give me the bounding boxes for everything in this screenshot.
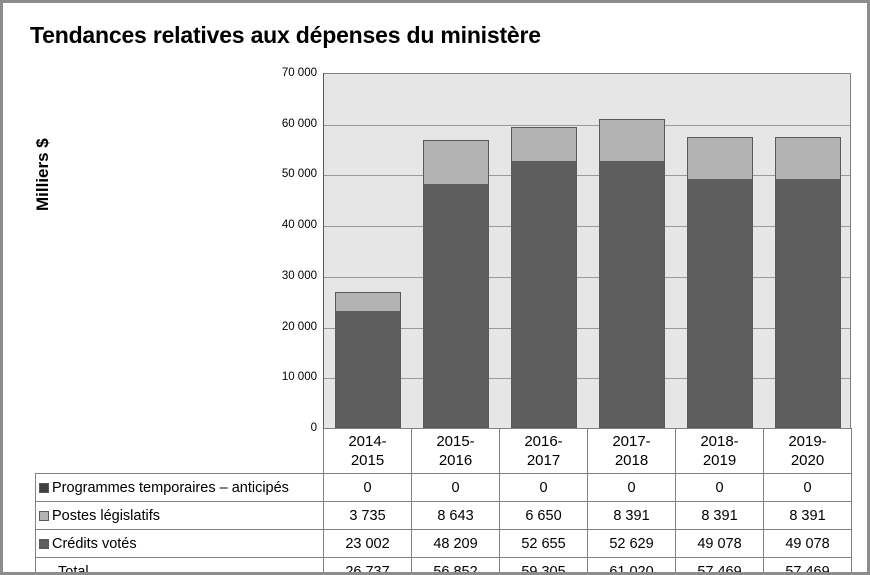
x-axis-category-label: 2018- 2019 — [675, 428, 764, 474]
x-axis-label-line1: 2015- — [436, 433, 475, 450]
table-row-postes-legislatifs: Postes législatifs 3 735 8 643 6 650 8 391 8 … — [35, 501, 852, 530]
y-axis-tick-label: 10 000 — [281, 371, 317, 384]
table-cell: 0 — [587, 473, 676, 502]
bar-segment-credits-votes — [775, 179, 841, 428]
bar-group — [599, 118, 665, 428]
table-cell: 61 020 — [587, 557, 676, 572]
table-cell: 26 737 — [323, 557, 412, 572]
table-cell: 48 209 — [411, 529, 500, 558]
x-axis-category-label: 2016- 2017 — [499, 428, 588, 474]
legend-swatch-credits-votes — [39, 538, 49, 549]
table-corner-cell — [35, 428, 324, 474]
x-axis-label-line1: 2016- — [524, 433, 563, 450]
table-cell: 3 735 — [323, 501, 412, 530]
x-axis-label-line1: 2017- — [612, 433, 651, 450]
y-axis-tick-label: 70 000 — [281, 67, 317, 79]
bar-segment-credits-votes — [511, 160, 577, 428]
y-axis-tick-label: 60 000 — [281, 117, 317, 130]
table-cell: 8 391 — [587, 501, 676, 530]
table-cell: 49 078 — [763, 529, 852, 558]
legend-label: Crédits votés — [52, 535, 137, 552]
table-row-programmes-temporaires: Programmes temporaires – anticipés 0 0 0 0 0 0 — [35, 473, 852, 502]
y-axis-tick-labels: 70 000 60 000 50 000 40 000 30 000 20 000 10 0… — [237, 67, 328, 434]
x-axis-label-line2: 2018 — [614, 452, 649, 469]
gridline — [324, 327, 850, 329]
x-axis-category-label: 2015- 2016 — [411, 428, 500, 474]
table-row-total: Total 26 737 56 852 59 305 61 020 57 469 57 46… — [35, 557, 852, 572]
bar-group — [687, 136, 753, 428]
bar-segment-postes-legislatifs — [687, 136, 753, 180]
bar-segment-credits-votes — [599, 161, 665, 428]
gridline — [324, 276, 850, 278]
table-row-label: Total — [35, 557, 324, 572]
y-axis-tick-label: 50 000 — [281, 168, 317, 181]
table-cell: 52 629 — [587, 529, 676, 558]
table-cell: 59 305 — [499, 557, 588, 572]
gridline — [324, 226, 850, 228]
table-cell: 57 469 — [763, 557, 852, 572]
table-row-credits-votes: Crédits votés 23 002 48 209 52 655 52 629 49 … — [35, 529, 852, 558]
table-cell: 23 002 — [323, 529, 412, 558]
table-cell: 8 391 — [763, 501, 852, 530]
x-axis-category-label: 2019- 2020 — [763, 428, 852, 474]
y-axis-line — [323, 73, 324, 429]
x-axis-label-line2: 2016 — [438, 452, 473, 469]
table-cell: 52 655 — [499, 529, 588, 558]
bar-segment-postes-legislatifs — [599, 118, 665, 162]
table-header-row: 2014- 2015 2015- 2016 2016- 2017 2017- 2018 2018… — [35, 428, 852, 474]
table-cell: 0 — [675, 473, 764, 502]
bar-group — [423, 139, 489, 428]
table-cell: 0 — [763, 473, 852, 502]
x-axis-category-label: 2017- 2018 — [587, 428, 676, 474]
x-axis-label-line2: 2020 — [790, 452, 825, 469]
gridline — [324, 124, 850, 126]
table-row-label: Programmes temporaires – anticipés — [35, 473, 324, 502]
x-axis-label-line2: 2017 — [526, 452, 561, 469]
bar-segment-postes-legislatifs — [775, 136, 841, 180]
bar-segment-credits-votes — [335, 311, 401, 428]
bar-segment-credits-votes — [423, 183, 489, 428]
bar-group — [335, 292, 401, 428]
table-cell: 56 852 — [411, 557, 500, 572]
gridline — [324, 175, 850, 177]
table-cell: 0 — [323, 473, 412, 502]
y-axis-tick-label: 40 000 — [281, 219, 317, 232]
table-cell: 6 650 — [499, 501, 588, 530]
bar-group — [775, 136, 841, 428]
table-row-label: Crédits votés — [35, 529, 324, 558]
table-cell: 0 — [499, 473, 588, 502]
table-row-label: Postes législatifs — [35, 501, 324, 530]
x-axis-label-line1: 2014- — [348, 433, 387, 450]
y-axis-tick-label: 20 000 — [281, 320, 317, 333]
x-axis-label-line2: 2019 — [702, 452, 737, 469]
table-cell: 57 469 — [675, 557, 764, 572]
bar-segment-credits-votes — [687, 179, 753, 428]
x-axis-label-line1: 2018- — [700, 433, 739, 450]
legend-swatch-postes-legislatifs — [39, 510, 49, 521]
x-axis-label-line1: 2019- — [788, 433, 827, 450]
x-axis-category-label: 2014- 2015 — [323, 428, 412, 474]
data-table: 2014- 2015 2015- 2016 2016- 2017 2017- 2018 2018… — [35, 428, 852, 572]
y-axis-tick-label: 30 000 — [281, 269, 317, 282]
bar-segment-postes-legislatifs — [511, 127, 577, 161]
legend-label: Programmes temporaires – anticipés — [52, 479, 289, 496]
bar-segment-postes-legislatifs — [335, 292, 401, 312]
bar-segment-postes-legislatifs — [423, 139, 489, 184]
plot-area — [323, 73, 851, 428]
gridline — [324, 378, 850, 380]
x-axis-label-line2: 2015 — [350, 452, 385, 469]
chart-title: Tendances relatives aux dépenses du mini… — [30, 22, 541, 48]
table-cell: 8 643 — [411, 501, 500, 530]
table-cell: 49 078 — [675, 529, 764, 558]
bar-group — [511, 127, 577, 428]
y-axis-tick-label: 0 — [310, 422, 317, 434]
table-cell: 0 — [411, 473, 500, 502]
y-axis-title: Milliers $ — [33, 138, 52, 211]
legend-swatch-programmes-temporaires — [39, 482, 49, 493]
table-cell: 8 391 — [675, 501, 764, 530]
legend-label: Postes législatifs — [52, 507, 160, 524]
